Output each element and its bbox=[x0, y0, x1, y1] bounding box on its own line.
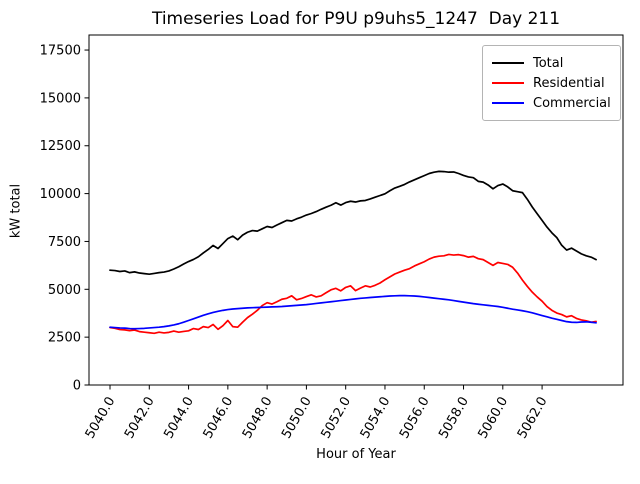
series-line-residential bbox=[109, 253, 597, 335]
legend-label-residential: Residential bbox=[533, 75, 605, 91]
chart-title: Timeseries Load for P9U p9uhs5_1247 Day … bbox=[151, 9, 561, 29]
x-tick-label: 5050.0 bbox=[279, 395, 315, 442]
x-tick-label: 5044.0 bbox=[161, 395, 197, 442]
plot-spines bbox=[88, 34, 624, 386]
y-tick-label: 15000 bbox=[40, 91, 81, 106]
legend-label-total: Total bbox=[533, 55, 564, 71]
legend-item-commercial: Commercial bbox=[492, 93, 611, 113]
legend-item-residential: Residential bbox=[492, 73, 611, 93]
x-tick-label: 5056.0 bbox=[397, 395, 433, 442]
y-tick-label: 7500 bbox=[48, 235, 81, 250]
x-axis-label: Hour of Year bbox=[316, 447, 396, 462]
x-tick-label: 5060.0 bbox=[476, 394, 512, 441]
x-tick-label: 5042.0 bbox=[122, 395, 158, 442]
y-tick-label: 5000 bbox=[48, 283, 81, 298]
x-tick-label: 5052.0 bbox=[318, 395, 354, 442]
legend-line-swatch-residential bbox=[492, 82, 524, 84]
y-tick-label: 12500 bbox=[40, 139, 81, 154]
legend-item-total: Total bbox=[492, 53, 611, 73]
series-line-commercial bbox=[109, 294, 597, 330]
x-tick-label: 5040.0 bbox=[83, 395, 119, 442]
legend-line-swatch-total bbox=[492, 62, 524, 64]
legend-line-swatch-commercial bbox=[492, 102, 524, 104]
x-tick-label: 5048.0 bbox=[240, 395, 276, 442]
legend: Total Residential Commercial bbox=[482, 45, 621, 121]
y-axis-label: kW total bbox=[8, 183, 24, 239]
y-tick-label: 10000 bbox=[40, 187, 81, 202]
y-tick-label: 17500 bbox=[40, 44, 81, 59]
x-tick-label: 5062.0 bbox=[515, 395, 551, 442]
series-line-total bbox=[109, 170, 597, 276]
x-tick-label: 5058.0 bbox=[436, 395, 472, 442]
x-tick-label: 5054.0 bbox=[358, 395, 394, 442]
y-tick-label: 2500 bbox=[48, 331, 81, 346]
legend-label-commercial: Commercial bbox=[533, 95, 611, 111]
x-tick-label: 5046.0 bbox=[201, 395, 237, 442]
y-tick-label: 0 bbox=[73, 379, 81, 394]
